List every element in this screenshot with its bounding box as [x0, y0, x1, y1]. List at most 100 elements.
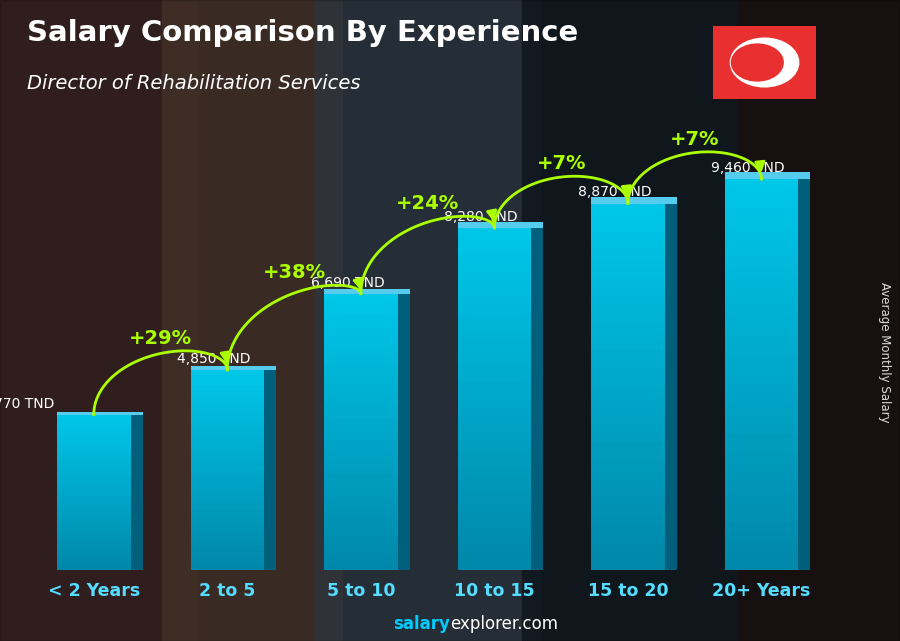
Bar	[191, 556, 264, 560]
Bar	[591, 470, 665, 479]
Bar	[191, 455, 264, 460]
Bar	[57, 547, 130, 551]
Bar	[458, 296, 531, 305]
Bar	[591, 460, 665, 470]
Bar	[724, 561, 798, 570]
Bar	[591, 231, 665, 240]
Bar	[458, 537, 531, 545]
Bar	[458, 279, 531, 288]
Bar	[191, 530, 264, 535]
Bar	[191, 475, 264, 480]
Bar	[724, 179, 798, 189]
Bar	[591, 313, 665, 323]
Text: +7%: +7%	[670, 129, 719, 149]
Bar	[591, 197, 677, 203]
Bar	[57, 485, 130, 488]
Bar	[191, 385, 264, 390]
Bar	[57, 488, 130, 492]
Bar	[324, 529, 398, 536]
Bar	[458, 356, 531, 365]
Text: 3,770 TND: 3,770 TND	[0, 397, 54, 412]
Bar	[324, 550, 398, 556]
Bar	[57, 419, 130, 422]
Bar	[458, 382, 531, 390]
Bar	[458, 245, 531, 254]
Bar	[191, 390, 264, 395]
Bar	[522, 0, 774, 641]
Bar	[724, 336, 798, 345]
Bar	[724, 404, 798, 414]
Bar	[191, 515, 264, 520]
Bar	[191, 480, 264, 485]
Bar	[458, 262, 531, 271]
Bar	[57, 453, 130, 458]
Bar	[724, 502, 798, 512]
Bar	[591, 442, 665, 451]
Bar	[458, 222, 544, 228]
Text: +24%: +24%	[396, 194, 459, 213]
Bar	[57, 430, 130, 434]
Bar	[591, 396, 665, 405]
Circle shape	[732, 44, 783, 81]
Bar	[324, 563, 398, 570]
Bar	[57, 567, 130, 570]
Bar	[191, 565, 264, 570]
Bar	[591, 222, 665, 231]
Bar	[57, 500, 130, 504]
Bar	[591, 562, 665, 570]
Bar	[724, 199, 798, 208]
Bar	[724, 424, 798, 433]
Bar	[324, 349, 398, 356]
Bar	[324, 501, 398, 508]
Bar	[324, 522, 398, 529]
Bar	[591, 506, 665, 515]
Bar	[57, 412, 142, 415]
Bar	[591, 323, 665, 332]
Bar	[57, 445, 130, 449]
Bar	[724, 316, 798, 326]
Bar	[724, 297, 798, 306]
Bar	[57, 473, 130, 477]
Text: 6,690 TND: 6,690 TND	[310, 276, 384, 290]
Bar	[324, 515, 398, 522]
Bar	[724, 541, 798, 551]
Bar	[591, 369, 665, 378]
Bar	[324, 397, 398, 404]
Bar	[458, 339, 531, 348]
Bar	[724, 189, 798, 199]
Bar	[724, 463, 798, 472]
Bar	[591, 213, 665, 222]
Bar	[591, 479, 665, 488]
Bar	[324, 342, 398, 349]
Bar	[724, 258, 798, 267]
Text: +7%: +7%	[536, 154, 586, 173]
Bar	[591, 249, 665, 258]
Bar	[324, 467, 398, 474]
Bar	[724, 522, 798, 531]
Bar	[324, 288, 410, 294]
Bar	[724, 228, 798, 238]
Bar	[724, 277, 798, 287]
Bar	[458, 528, 531, 537]
Bar	[57, 543, 130, 547]
Bar	[591, 341, 665, 350]
Bar	[324, 356, 398, 363]
Bar	[191, 430, 264, 435]
Bar	[191, 370, 264, 375]
Bar	[57, 434, 130, 438]
Bar	[591, 543, 665, 552]
Bar	[591, 296, 665, 304]
Bar	[458, 476, 531, 485]
Bar	[324, 390, 398, 397]
Bar	[458, 348, 531, 356]
Text: salary: salary	[393, 615, 450, 633]
Bar	[324, 419, 398, 425]
Bar	[191, 505, 264, 510]
Bar	[57, 422, 130, 426]
Bar	[191, 495, 264, 500]
Bar	[724, 414, 798, 424]
Bar	[724, 326, 798, 336]
Bar	[458, 254, 531, 262]
Bar	[191, 425, 264, 430]
Bar	[724, 238, 798, 247]
